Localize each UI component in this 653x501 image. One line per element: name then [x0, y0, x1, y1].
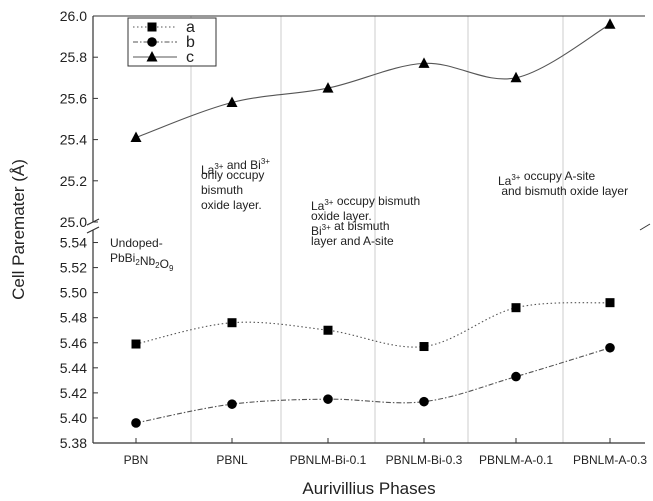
- annotation-line: and bismuth oxide layer: [498, 184, 628, 198]
- data-point-a: [227, 318, 237, 328]
- legend-label: c: [186, 49, 194, 66]
- data-point-c: [418, 57, 430, 68]
- y-tick-label: 5.42: [60, 385, 87, 401]
- annotation-line: oxide layer.: [201, 198, 262, 212]
- data-point-b: [419, 396, 429, 407]
- data-point-c: [604, 18, 616, 29]
- y-tick-label: 25.4: [60, 132, 87, 148]
- data-point-b: [605, 342, 615, 353]
- data-point-b: [131, 418, 141, 428]
- x-axis-title: Aurivillius Phases: [302, 479, 435, 498]
- y-tick-label: 5.38: [60, 435, 87, 451]
- data-point-a: [131, 339, 141, 349]
- y-tick-label: 5.50: [60, 285, 87, 301]
- axis-break-mark: [86, 226, 100, 234]
- annotation-line: oxide layer.: [311, 209, 372, 223]
- series-b: [131, 342, 615, 428]
- annotation-line: La: [201, 163, 215, 177]
- data-point-c: [130, 131, 142, 143]
- y-tick-label: 25.0: [60, 214, 87, 230]
- y-tick-label: 5.48: [60, 310, 87, 326]
- series-a: [131, 298, 615, 352]
- annotation-ann2: La3+ and Bi3+ only occupy bismuth oxide lay…: [201, 157, 270, 212]
- annotation-fragment: 3+: [322, 223, 331, 232]
- y-axis-title: Cell Paremater (Å): [9, 159, 28, 300]
- data-point-a: [323, 325, 333, 335]
- series-line-a: [135, 302, 611, 348]
- data-point-a: [605, 298, 615, 308]
- x-ticks: PBN PBNL PBNLM-Bi-0.1 PBNLM-Bi-0.3 PBNLM-A-0…: [124, 438, 647, 467]
- annotation-fragment: 9: [169, 264, 174, 273]
- x-tick-label: PBNLM-A-0.1: [479, 453, 553, 467]
- x-tick-label: PBNLM-A-0.3: [573, 453, 647, 467]
- y-tick-label: 5.46: [60, 335, 87, 351]
- data-point-c: [226, 96, 238, 108]
- data-point-b: [511, 371, 521, 382]
- x-tick-label: PBNLM-Bi-0.1: [290, 453, 367, 467]
- y-tick-label: 26.0: [60, 8, 87, 24]
- series-line-b: [135, 347, 611, 424]
- phase-dividers: [190, 16, 564, 443]
- y-tick-label: 25.8: [60, 49, 87, 65]
- data-point-a: [511, 303, 521, 313]
- legend-label: b: [186, 34, 195, 51]
- annotation-line: only occupy: [201, 168, 264, 182]
- data-point-c: [510, 71, 522, 83]
- y-tick-label: 25.6: [60, 90, 87, 106]
- annotation-fragment: 3+: [261, 157, 270, 166]
- annotation-fragment: occupy bismuth: [333, 194, 420, 208]
- data-point-b: [323, 394, 333, 404]
- legend-label: a: [186, 19, 195, 36]
- annotation-line: bismuth: [201, 183, 243, 197]
- legend-marker: [147, 37, 157, 47]
- annotation-ann4: La3+ occupy A-site and bismuth oxide lay…: [498, 169, 628, 198]
- series-line-c: [135, 23, 611, 139]
- y-tick-label: 5.52: [60, 260, 87, 276]
- annotation-fragment: O: [160, 257, 169, 271]
- annotation-line: PbBi: [110, 251, 135, 265]
- annotation-ann1: Undoped-PbBi2Nb2O9: [110, 236, 174, 273]
- y-tick-label: 25.2: [60, 173, 87, 189]
- annotation-fragment: Nb: [140, 254, 156, 268]
- axes: [86, 15, 651, 444]
- series-group: [130, 18, 616, 428]
- annotation-fragment: 3+: [511, 173, 520, 182]
- y-tick-label: 5.40: [60, 410, 87, 426]
- annotation-fragment: and Bi: [223, 158, 260, 172]
- x-tick-label: PBNLM-Bi-0.3: [386, 453, 463, 467]
- annotation-line: La: [311, 199, 325, 213]
- legend: abc: [127, 17, 217, 67]
- axis-break-mark-right: [639, 223, 651, 231]
- data-point-b: [227, 399, 237, 409]
- legend-marker: [147, 22, 157, 32]
- annotation-line: Bi: [311, 224, 322, 238]
- annotation-fragment: 3+: [324, 198, 333, 207]
- annotation-fragment: at bismuth: [331, 219, 390, 233]
- annotation-fragment: 3+: [214, 162, 223, 171]
- annotation-line: Undoped-: [110, 236, 163, 250]
- data-point-a: [419, 342, 429, 352]
- annotation-fragment: 2: [155, 261, 160, 270]
- y-tick-label: 5.54: [60, 235, 87, 251]
- annotation-fragment: occupy A-site: [520, 169, 595, 183]
- legend-marker: [146, 51, 158, 62]
- annotation-ann3: La3+ occupy bismuth oxide layer. Bi3+ at b…: [311, 194, 420, 248]
- series-c: [130, 18, 616, 143]
- annotation-fragment: 2: [135, 258, 140, 267]
- annotation-line: La: [498, 174, 512, 188]
- y-ticks: 25.0 25.2 25.4 25.6 25.8 26.0 5.38 5.40 5.42 5.44…: [60, 8, 98, 451]
- x-tick-label: PBN: [124, 453, 149, 467]
- x-tick-label: PBNL: [216, 453, 248, 467]
- y-tick-label: 5.44: [60, 360, 87, 376]
- annotation-line: layer and A-site: [311, 234, 394, 248]
- data-point-c: [322, 82, 334, 93]
